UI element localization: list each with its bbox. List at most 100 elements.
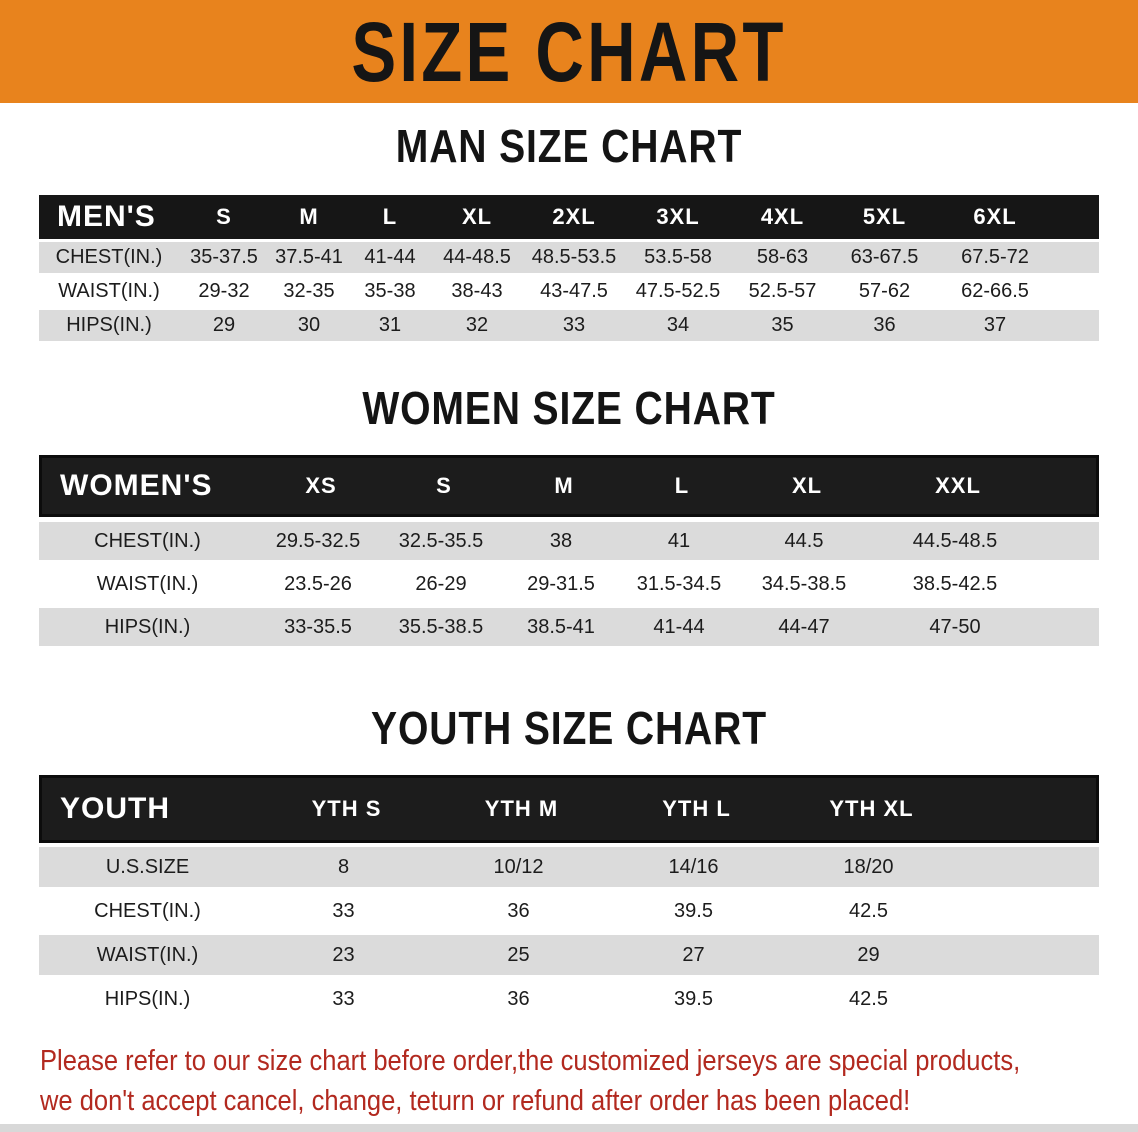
- column-header: YTH M: [484, 796, 559, 821]
- cell-value: 63-67.5: [850, 246, 919, 268]
- cell-value: 36: [507, 899, 530, 922]
- table-row: U.S.SIZE 8 10/12 14/16 18/20: [39, 847, 1099, 887]
- cell-value: 27: [682, 943, 705, 966]
- cell-value: 34.5-38.5: [761, 572, 847, 595]
- column-header: 5XL: [862, 204, 907, 229]
- cell-value: 38-43: [451, 280, 503, 302]
- cell-value: 29: [212, 314, 236, 336]
- cell-value: 33-35.5: [284, 615, 352, 638]
- cell-value: 37.5-41: [275, 246, 343, 268]
- row-label: HIPS(IN.): [66, 314, 152, 336]
- cell-value: 23.5-26: [284, 572, 352, 595]
- cell-value: 44.5: [784, 529, 824, 552]
- row-label: HIPS(IN.): [104, 987, 191, 1010]
- row-label: CHEST(IN.): [94, 529, 201, 552]
- cell-value: 41-44: [364, 246, 416, 268]
- cell-value: 67.5-72: [961, 246, 1029, 268]
- row-label: WAIST(IN.): [96, 572, 199, 595]
- cell-value: 39.5: [674, 899, 713, 922]
- cell-value: 31: [378, 314, 402, 336]
- cell-value: 44-48.5: [443, 246, 511, 268]
- column-header: YTH L: [662, 796, 731, 821]
- cell-value: 32.5-35.5: [398, 529, 484, 552]
- column-header: YTH XL: [829, 796, 914, 821]
- cell-value: 34: [666, 314, 690, 336]
- table-row: HIPS(IN.) 29 30 31 32 33 34 35 36 37: [39, 310, 1099, 341]
- cell-value: 30: [297, 314, 321, 336]
- section-men: MAN SIZE CHART MEN'S S M L XL 2XL 3XL 4XL 5XL 6XL C…: [0, 119, 1138, 341]
- table-header-row: YOUTH YTH S YTH M YTH L YTH XL: [39, 775, 1099, 843]
- table-corner-label: WOMEN'S: [60, 469, 213, 502]
- cell-value: 38.5-41: [527, 615, 595, 638]
- cell-value: 36: [507, 987, 530, 1010]
- cell-value: 8: [337, 855, 350, 878]
- cell-value: 38: [549, 529, 573, 552]
- column-header: XS: [305, 473, 337, 498]
- cell-value: 10/12: [493, 855, 544, 878]
- section-title-youth: YOUTH SIZE CHART: [371, 702, 767, 754]
- column-header: XL: [791, 473, 823, 498]
- cell-value: 44.5-48.5: [912, 529, 998, 552]
- row-label: WAIST(IN.): [96, 943, 199, 966]
- section-title-women: WOMEN SIZE CHART: [362, 382, 776, 434]
- column-header: M: [554, 473, 574, 498]
- cell-value: 62-66.5: [961, 280, 1029, 302]
- cell-value: 37: [983, 314, 1007, 336]
- column-header: 6XL: [973, 204, 1017, 229]
- cell-value: 35.5-38.5: [398, 615, 484, 638]
- section-title-men: MAN SIZE CHART: [395, 120, 743, 172]
- row-label: WAIST(IN.): [58, 280, 160, 302]
- cell-value: 52.5-57: [748, 280, 817, 302]
- cell-value: 58-63: [756, 246, 809, 268]
- cell-value: 18/20: [843, 855, 894, 878]
- column-header: XL: [461, 204, 493, 229]
- table-row: CHEST(IN.) 33 36 39.5 42.5: [39, 891, 1099, 931]
- disclaimer-line-2: we don't accept cancel, change, teturn o…: [40, 1085, 911, 1117]
- column-header: M: [299, 204, 319, 229]
- table-row: WAIST(IN.) 29-32 32-35 35-38 38-43 43-47.5 47.…: [39, 276, 1099, 307]
- column-header: 3XL: [656, 204, 700, 229]
- size-table-youth: YOUTH YTH S YTH M YTH L YTH XL U.S.SIZE 8 10/12…: [39, 775, 1099, 1019]
- table-corner-label: YOUTH: [60, 792, 170, 825]
- table-header-row: WOMEN'S XS S M L XL XXL: [39, 455, 1099, 517]
- row-label: U.S.SIZE: [105, 855, 190, 878]
- size-chart-banner: SIZE CHART: [0, 0, 1138, 103]
- cell-value: 25: [507, 943, 530, 966]
- cell-value: 35-37.5: [190, 246, 258, 268]
- banner-title: SIZE CHART: [351, 4, 787, 99]
- cell-value: 23: [332, 943, 355, 966]
- column-header: S: [436, 473, 452, 498]
- cell-value: 53.5-58: [644, 246, 712, 268]
- cell-value: 32: [465, 314, 489, 336]
- size-table-women: WOMEN'S XS S M L XL XXL CHEST(IN.) 29.5-32.5 32.5…: [39, 455, 1099, 646]
- cell-value: 42.5: [849, 899, 888, 922]
- cell-value: 35: [771, 314, 794, 336]
- table-row: HIPS(IN.) 33 36 39.5 42.5: [39, 979, 1099, 1019]
- cell-value: 29-31.5: [527, 572, 595, 595]
- sections: MAN SIZE CHART MEN'S S M L XL 2XL 3XL 4XL 5XL 6XL C…: [0, 119, 1138, 1019]
- column-header: XXL: [935, 473, 981, 498]
- row-label: CHEST(IN.): [55, 246, 163, 268]
- table-header-row: MEN'S S M L XL 2XL 3XL 4XL 5XL 6XL: [39, 195, 1099, 239]
- column-header: L: [674, 473, 690, 498]
- column-header: L: [382, 204, 398, 229]
- section-youth: YOUTH SIZE CHART YOUTH YTH S YTH M YTH L YTH …: [0, 701, 1138, 1019]
- cell-value: 29.5-32.5: [275, 529, 361, 552]
- column-header: 4XL: [760, 204, 805, 229]
- cell-value: 47.5-52.5: [635, 280, 721, 302]
- cell-value: 33: [562, 314, 586, 336]
- table-row: WAIST(IN.) 23 25 27 29: [39, 935, 1099, 975]
- cell-value: 38.5-42.5: [912, 572, 998, 595]
- cell-value: 39.5: [674, 987, 713, 1010]
- section-women: WOMEN SIZE CHART WOMEN'S XS S M L XL XXL CHEST(I…: [0, 381, 1138, 646]
- cell-value: 32-35: [283, 280, 335, 302]
- row-label: CHEST(IN.): [94, 899, 201, 922]
- cell-value: 29: [857, 943, 880, 966]
- column-header: S: [216, 204, 232, 229]
- bottom-strip: [0, 1124, 1138, 1132]
- cell-value: 44-47: [778, 615, 830, 638]
- cell-value: 36: [873, 314, 896, 336]
- cell-value: 42.5: [849, 987, 888, 1010]
- cell-value: 47-50: [929, 615, 981, 638]
- table-row: CHEST(IN.) 35-37.5 37.5-41 41-44 44-48.5 48.5…: [39, 242, 1099, 273]
